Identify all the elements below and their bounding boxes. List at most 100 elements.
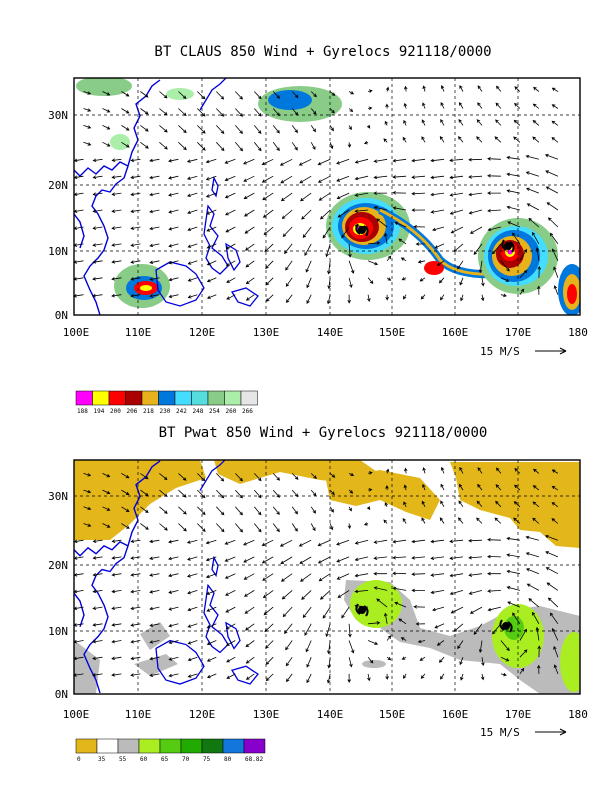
x-tick-label: 120E (189, 708, 216, 721)
wind-arrow (519, 288, 525, 295)
wind-arrow (459, 85, 464, 92)
wind-arrow (306, 673, 312, 684)
wind-arrow (347, 142, 352, 148)
wind-arrow (440, 500, 445, 508)
wind-arrow (92, 673, 103, 677)
wind-arrow (478, 260, 483, 274)
wind-arrow (551, 136, 559, 143)
wind-arrow (430, 573, 445, 577)
wind-arrow (487, 589, 501, 593)
wind-arrow (272, 506, 280, 515)
wind-arrow (187, 656, 198, 662)
wind-arrow (92, 175, 103, 179)
wind-arrow (551, 627, 559, 641)
wind-arrow (224, 556, 236, 562)
wind-arrow (487, 538, 501, 542)
wind-arrow (279, 158, 293, 166)
wind-arrow (285, 640, 293, 651)
y-tick-label: 30N (48, 109, 68, 122)
colorbar: 0 35 55 60 65 70 75 80 68.82 (75, 738, 266, 763)
wind-arrow (121, 91, 130, 97)
wind-arrow (92, 158, 103, 162)
wind-arrow (299, 175, 312, 184)
x-tick-label: 140E (317, 326, 344, 339)
wind-arrow (245, 260, 255, 268)
wind-arrow (322, 606, 331, 619)
wind-arrow (130, 260, 141, 264)
wind-arrow (553, 266, 559, 278)
wind-arrow (411, 556, 426, 560)
wind-arrow (206, 623, 217, 629)
colorbar-label: 242 (176, 408, 187, 415)
wind-arrow (545, 567, 559, 575)
y-axis-labels: 30N 20N 10N 0N (48, 109, 68, 322)
wind-arrow (411, 175, 426, 179)
wind-arrow (347, 294, 351, 304)
wind-arrow (468, 555, 483, 560)
wind-arrow (280, 556, 293, 565)
wind-arrow (476, 500, 483, 508)
map-frame (73, 459, 581, 695)
wind-arrow (130, 556, 141, 560)
colorbar-label: 70 (182, 756, 190, 763)
wind-arrow (102, 125, 111, 130)
storm-symbol (499, 619, 513, 633)
wind-arrow (140, 108, 149, 115)
wind-arrow (394, 601, 407, 608)
wind-arrow (83, 91, 92, 95)
wind-arrow (187, 590, 198, 595)
colorbar-label: 65 (161, 756, 169, 763)
wind-arrow (525, 552, 540, 558)
panel-pwat: BT Pwat 850 Wind + Gyrelocs 921118/0000 (48, 425, 588, 763)
wind-arrow (432, 226, 445, 232)
wind-arrow (551, 104, 559, 109)
wind-arrow (526, 568, 540, 575)
wind-arrow (402, 517, 407, 524)
wind-arrow (265, 640, 274, 649)
wind-arrow (513, 517, 521, 524)
wind-arrow (366, 124, 371, 129)
wind-arrow (317, 175, 331, 183)
wind-arrow (547, 597, 559, 608)
wind-arrow (264, 623, 274, 633)
wind-arrow (519, 248, 527, 262)
x-tick-label: 100E (63, 326, 90, 339)
wind-arrow (168, 606, 179, 611)
wind-arrow (468, 590, 483, 595)
wind-arrow (245, 673, 255, 680)
wind-arrow (468, 175, 483, 179)
wind-arrow (253, 506, 262, 516)
wind-arrow (253, 523, 262, 533)
wind-arrow (265, 260, 274, 270)
wind-arrow (440, 673, 445, 680)
wind-arrow (519, 649, 528, 658)
wind-arrow (363, 522, 369, 526)
wind-arrow (458, 101, 464, 109)
wind-arrow (420, 294, 426, 300)
wind-arrow (403, 673, 407, 679)
wind-arrow (121, 489, 130, 496)
grid-lines (74, 460, 580, 694)
colorbar-swatch (240, 390, 258, 406)
wind-arrow (327, 640, 331, 655)
wind-arrow (317, 539, 331, 547)
wind-arrow (235, 91, 243, 100)
wind-arrow (83, 108, 92, 112)
wind-arrow (417, 259, 426, 264)
wind-arrow (440, 466, 445, 474)
wind-arrow (302, 226, 312, 238)
wind-arrow (83, 523, 92, 527)
wind-arrow (92, 572, 103, 577)
wind-arrow (329, 125, 334, 132)
wind-arrow (197, 489, 206, 499)
wind-arrow (449, 573, 464, 578)
wind-arrow (206, 243, 217, 249)
wind-arrow (272, 108, 280, 117)
wind-arrow (92, 656, 103, 661)
wind-arrow (102, 91, 111, 96)
wind-arrow (243, 573, 255, 580)
wind-arrow (305, 640, 312, 653)
wind-arrow (495, 500, 502, 508)
wind-arrow (417, 639, 426, 644)
x-tick-label: 150E (379, 326, 406, 339)
